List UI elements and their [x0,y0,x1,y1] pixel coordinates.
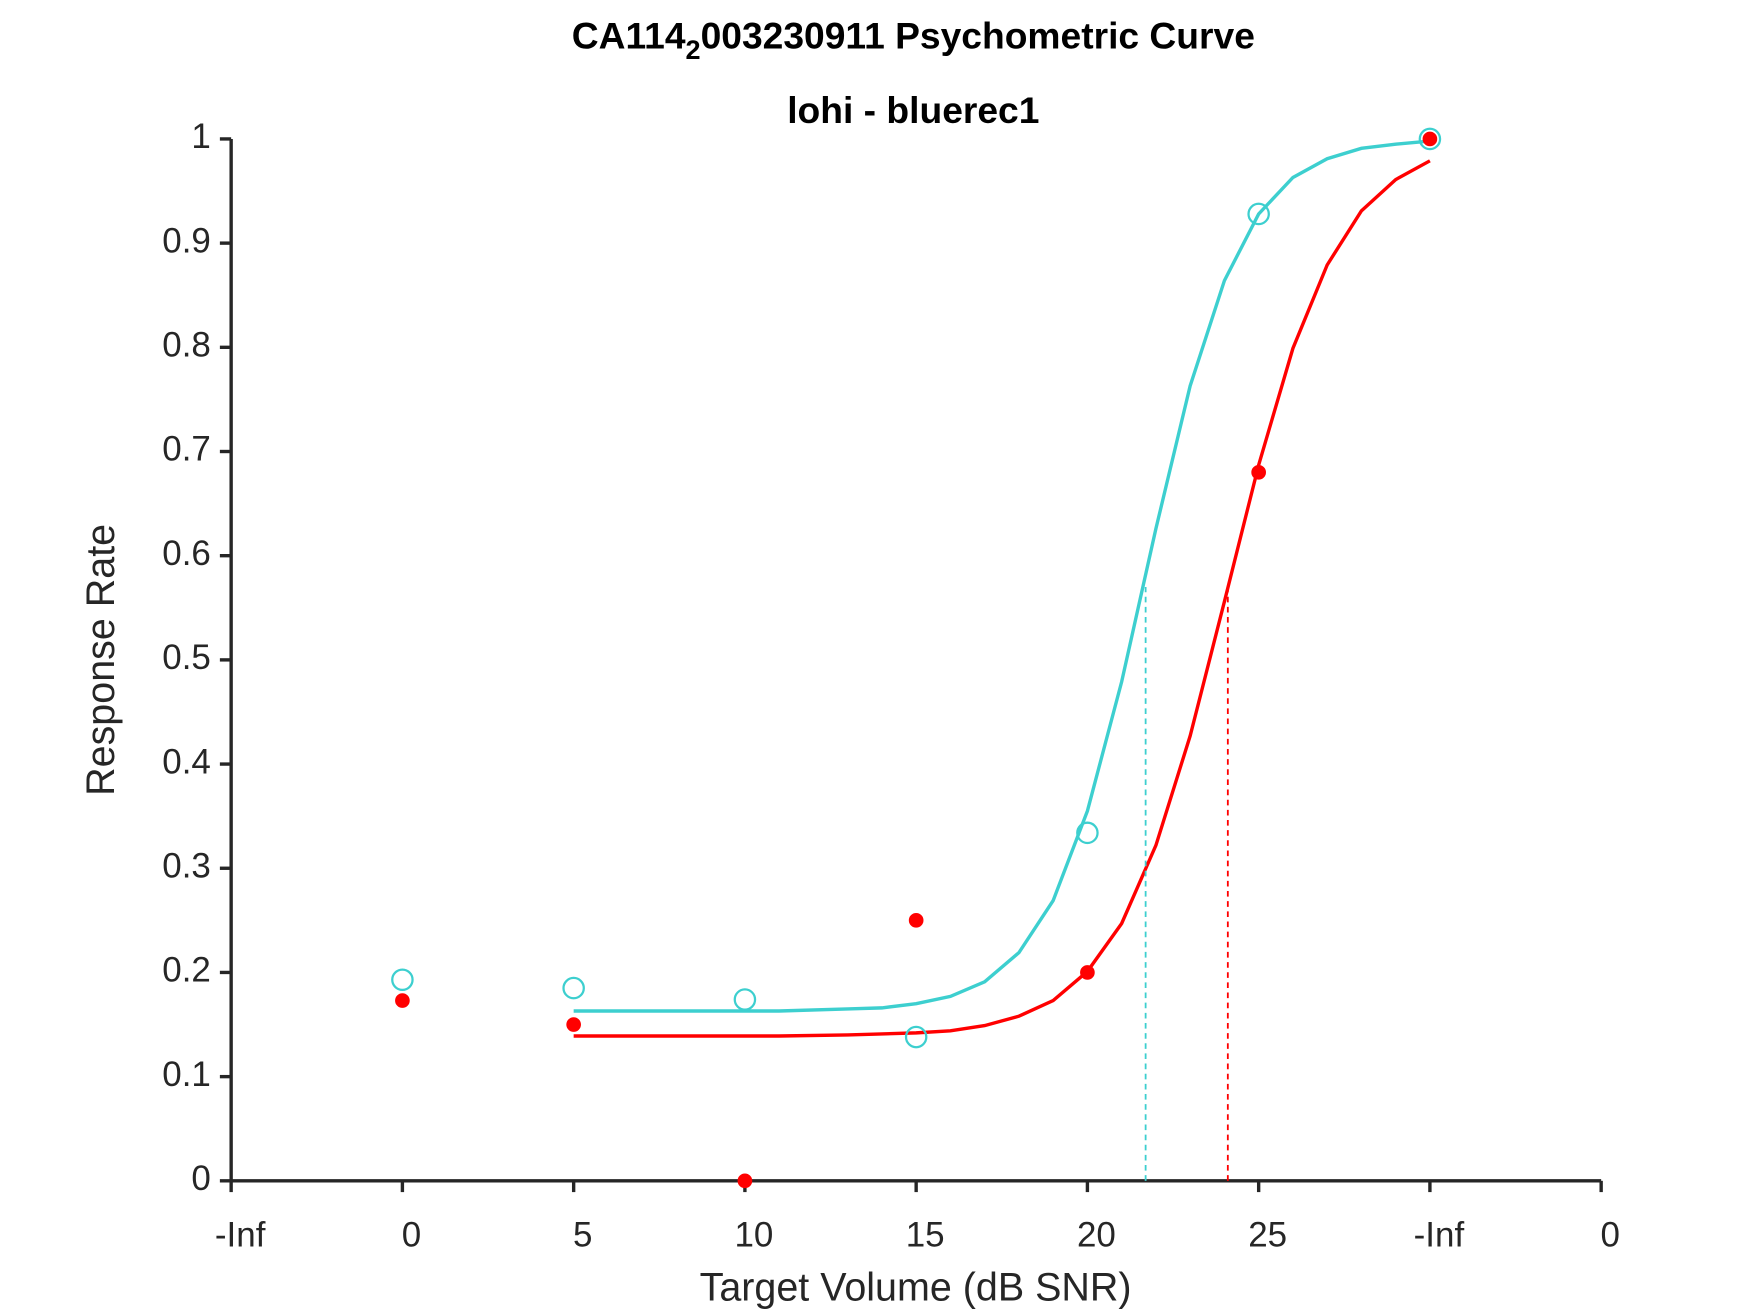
y-tick-label: 0.8 [162,326,211,365]
data-point [1076,821,1099,845]
data-point [562,976,585,1000]
title-part: CA114 [572,14,686,56]
data-point [733,988,757,1011]
y-tick-label: 0.9 [162,221,211,260]
data-point [1247,202,1270,226]
chart-subtitle: lohi - bluerec1 [787,89,1039,131]
data-point [395,993,410,1008]
data-point [1418,127,1442,151]
y-tick-label: 0 [191,1159,210,1198]
y-tick-label: 0.3 [162,846,211,885]
y-tick-label: 1 [191,117,210,156]
x-tick-label: 25 [1248,1215,1287,1254]
title-part: 003230911 Psychometric Curve [701,14,1255,56]
title-subscript: 2 [686,35,701,65]
x-tick-label: 0 [1600,1215,1619,1254]
fit-curve [573,159,1431,1038]
data-point [908,913,924,928]
y-axis-label: Response Rate [79,524,123,796]
data-point [1251,465,1266,480]
y-tick-label: 0.1 [162,1055,211,1094]
data-point [1422,131,1438,147]
chart-title: CA1142003230911 Psychometric Curve [572,14,1255,65]
data-point [904,1025,928,1049]
y-tick-label: 0.7 [162,430,211,469]
fit-curve [573,139,1431,1013]
data-point [391,968,414,992]
y-tick-label: 0.6 [162,534,211,573]
x-tick-label: 5 [573,1215,592,1254]
y-tick-label: 0.5 [162,638,211,677]
x-tick-label: 20 [1077,1215,1116,1254]
x-tick-label: -Inf [215,1215,266,1254]
x-axis-label: Target Volume (dB SNR) [700,1266,1132,1310]
data-point [566,1017,581,1032]
y-tick-label: 0.2 [162,951,211,990]
x-tick-label: 0 [402,1215,421,1254]
x-tick-label: -Inf [1414,1215,1465,1254]
data-point [737,1173,753,1189]
x-tick-label: 10 [734,1215,773,1254]
x-tick-label: 15 [906,1215,945,1254]
data-point [1080,965,1095,980]
y-tick-label: 0.4 [162,742,211,781]
